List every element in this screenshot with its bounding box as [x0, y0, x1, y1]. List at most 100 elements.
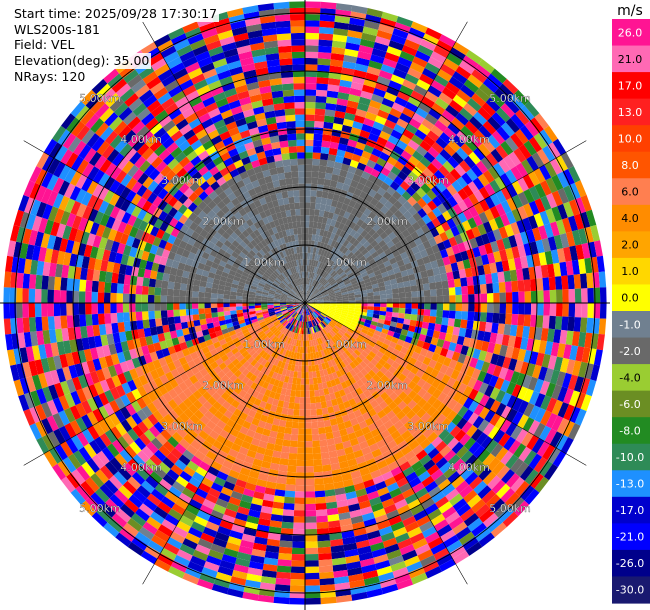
- gate-cell: [52, 177, 65, 194]
- gate-cell: [182, 509, 197, 522]
- gate-cell: [24, 392, 36, 409]
- gate-cell: [273, 329, 280, 336]
- gate-cell: [254, 354, 262, 362]
- gate-cell: [115, 170, 128, 184]
- gate-cell: [555, 316, 563, 330]
- gate-cell: [276, 353, 282, 361]
- gate-cell: [447, 454, 461, 467]
- gate-cell: [305, 541, 318, 549]
- gate-cell: [332, 385, 339, 393]
- gate-cell: [354, 310, 361, 315]
- gate-cell: [165, 258, 174, 268]
- gate-cell: [307, 346, 311, 354]
- gate-cell: [248, 294, 256, 298]
- gate-cell: [316, 408, 323, 416]
- gate-cell: [433, 169, 446, 182]
- gate-cell: [142, 417, 154, 430]
- gate-cell: [305, 340, 308, 347]
- gate-cell: [359, 331, 367, 338]
- gate-cell: [465, 228, 476, 240]
- gate-cell: [41, 188, 53, 204]
- gate-cell: [355, 337, 363, 344]
- gate-cell: [344, 151, 354, 160]
- gate-cell: [305, 353, 308, 360]
- gate-cell: [376, 520, 391, 531]
- gate-cell: [264, 448, 274, 457]
- gate-cell: [377, 486, 390, 497]
- gate-cell: [567, 274, 575, 290]
- gate-cell: [374, 418, 384, 429]
- gate-cell: [146, 493, 161, 507]
- gate-cell: [311, 177, 319, 185]
- gate-cell: [78, 291, 86, 303]
- gate-cell: [358, 44, 374, 55]
- gate-cell: [231, 358, 240, 367]
- gate-cell: [276, 313, 283, 318]
- gate-cell: [333, 287, 341, 292]
- gate-cell: [571, 331, 580, 347]
- gate-cell: [226, 259, 235, 266]
- gate-cell: [254, 303, 262, 306]
- gate-cell: [487, 457, 501, 472]
- gate-cell: [251, 351, 259, 359]
- gate-cell: [308, 221, 314, 228]
- gate-cell: [246, 476, 258, 486]
- gate-cell: [236, 288, 244, 294]
- gate-cell: [523, 188, 535, 204]
- gate-cell: [429, 282, 437, 290]
- gate-cell: [367, 174, 378, 184]
- gate-cell: [407, 526, 422, 539]
- gate-cell: [202, 526, 218, 538]
- gate-cell: [535, 352, 545, 367]
- gate-cell: [287, 363, 292, 371]
- gate-cell: [357, 320, 365, 326]
- gate-cell: [411, 460, 424, 472]
- gate-cell: [277, 425, 286, 434]
- gate-cell: [310, 279, 314, 286]
- gate-cell: [253, 412, 263, 421]
- gate-cell: [363, 389, 372, 398]
- gate-cell: [339, 460, 349, 469]
- gate-cell: [226, 235, 235, 244]
- gate-cell: [290, 389, 296, 397]
- gate-cell: [373, 163, 384, 173]
- gate-cell: [542, 444, 556, 461]
- gate-cell: [315, 402, 322, 410]
- gate-cell: [451, 475, 465, 489]
- gate-cell: [315, 281, 320, 288]
- gate-cell: [477, 143, 491, 157]
- gate-cell: [584, 363, 594, 380]
- gate-cell: [113, 230, 124, 243]
- gate-cell: [159, 374, 169, 385]
- gate-cell: [313, 465, 323, 473]
- gate-cell: [232, 484, 245, 495]
- gate-cell: [569, 182, 581, 200]
- gate-cell: [547, 328, 555, 343]
- gate-cell: [494, 176, 507, 190]
- gate-cell: [330, 345, 336, 352]
- gate-cell: [327, 332, 333, 339]
- gate-cell: [266, 442, 275, 451]
- gate-cell: [411, 166, 423, 177]
- gate-cell: [452, 550, 470, 565]
- gate-cell: [95, 122, 109, 137]
- gate-cell: [103, 402, 115, 417]
- gate-cell: [67, 453, 82, 470]
- gate-cell: [16, 272, 24, 289]
- gate-cell: [40, 233, 51, 249]
- gate-cell: [111, 152, 125, 167]
- gate-cell: [276, 346, 283, 354]
- gate-cell: [215, 269, 223, 276]
- gate-cell: [135, 311, 143, 321]
- gate-cell: [295, 478, 305, 486]
- gate-cell: [418, 264, 427, 273]
- gate-cell: [471, 499, 486, 513]
- gate-cell: [378, 251, 387, 259]
- gate-cell: [373, 291, 380, 296]
- gate-cell: [268, 277, 275, 283]
- gate-cell: [436, 402, 448, 414]
- gate-cell: [201, 270, 210, 277]
- gate-cell: [149, 454, 163, 467]
- gate-cell: [437, 392, 448, 403]
- gate-cell: [175, 329, 184, 338]
